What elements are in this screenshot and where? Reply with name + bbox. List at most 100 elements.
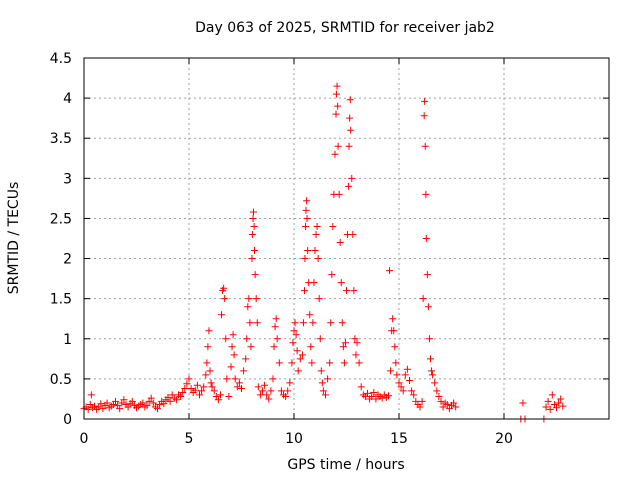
data-point xyxy=(422,235,430,242)
data-point xyxy=(116,405,124,413)
data-point xyxy=(147,394,155,402)
y-tick-label: 4 xyxy=(63,91,72,107)
data-point xyxy=(347,126,355,134)
data-point xyxy=(353,339,361,347)
data-point xyxy=(392,359,400,367)
data-point xyxy=(421,142,429,150)
data-point xyxy=(326,359,334,367)
data-point xyxy=(332,90,340,98)
data-point xyxy=(205,327,213,335)
data-point xyxy=(166,397,174,405)
data-point xyxy=(203,359,211,367)
data-point xyxy=(452,403,460,411)
data-point xyxy=(425,335,433,343)
data-point xyxy=(256,391,264,399)
x-tick-label: 0 xyxy=(80,431,89,447)
data-point xyxy=(433,387,441,395)
data-point xyxy=(315,295,323,303)
data-point xyxy=(282,393,290,401)
data-point xyxy=(87,391,95,399)
y-axis-label: SRMTID / TECUs xyxy=(6,182,22,295)
data-point xyxy=(422,190,430,198)
data-point xyxy=(259,387,266,395)
data-point xyxy=(191,386,199,394)
data-point xyxy=(160,400,168,408)
data-point xyxy=(331,150,339,158)
data-point xyxy=(307,343,315,351)
data-point xyxy=(302,222,310,230)
data-point xyxy=(401,371,409,379)
data-point xyxy=(292,331,300,339)
data-point xyxy=(245,295,253,303)
data-point xyxy=(250,222,258,230)
y-tick-label: 4.5 xyxy=(50,51,72,67)
data-point xyxy=(393,371,401,379)
y-tick-label: 3 xyxy=(63,171,72,187)
data-point xyxy=(204,343,212,351)
data-point xyxy=(240,367,248,375)
data-point xyxy=(546,405,554,413)
data-point xyxy=(128,397,136,405)
data-point xyxy=(196,391,203,399)
data-point xyxy=(242,355,250,363)
data-point xyxy=(420,112,428,120)
data-point xyxy=(345,142,353,150)
data-point xyxy=(246,319,254,327)
data-point xyxy=(267,387,275,395)
axis-ticks: 0 0.5 1 1.5 2 2.5 3 3.5 4 4.5 0 5 10 15 20 xyxy=(50,51,609,447)
data-point xyxy=(120,396,128,404)
data-point xyxy=(206,367,214,375)
data-point xyxy=(272,315,280,323)
data-point xyxy=(187,385,195,393)
data-point xyxy=(304,247,312,255)
data-point xyxy=(207,379,215,387)
data-point xyxy=(298,351,306,359)
data-point xyxy=(408,387,416,395)
data-point xyxy=(312,230,320,238)
data-point xyxy=(390,327,398,335)
data-point xyxy=(340,359,348,367)
data-point xyxy=(270,343,278,351)
data-point xyxy=(319,387,327,395)
data-point xyxy=(314,255,322,263)
data-point xyxy=(403,365,411,373)
data-point xyxy=(185,375,193,383)
data-point xyxy=(309,319,317,327)
data-point xyxy=(251,271,259,279)
data-point xyxy=(316,335,324,343)
data-point xyxy=(243,335,251,343)
x-tick-label: 20 xyxy=(495,431,513,447)
data-point xyxy=(299,319,307,327)
data-point xyxy=(387,367,395,375)
data-point xyxy=(231,375,239,383)
data-point xyxy=(346,114,354,122)
data-point xyxy=(228,343,236,351)
data-point xyxy=(183,380,191,388)
data-point xyxy=(406,376,413,384)
data-point xyxy=(303,197,311,205)
data-point xyxy=(143,401,151,409)
data-point xyxy=(443,401,451,409)
data-point xyxy=(424,303,432,311)
data-point xyxy=(254,383,262,391)
data-point xyxy=(427,355,434,363)
data-point xyxy=(273,335,281,343)
data-point xyxy=(370,389,378,397)
data-point xyxy=(431,379,439,387)
data-point xyxy=(389,315,397,323)
data-point xyxy=(248,255,256,263)
data-point xyxy=(318,379,326,387)
data-point xyxy=(103,399,111,407)
data-point xyxy=(352,351,360,359)
y-tick-label: 1 xyxy=(63,332,72,348)
data-point xyxy=(345,182,353,190)
data-point xyxy=(301,255,309,263)
data-point xyxy=(247,343,255,351)
data-point xyxy=(364,389,371,397)
data-point xyxy=(553,404,560,412)
plot-frame xyxy=(83,57,610,420)
data-point xyxy=(333,82,341,90)
data-point xyxy=(217,391,224,399)
data-point xyxy=(348,174,356,182)
